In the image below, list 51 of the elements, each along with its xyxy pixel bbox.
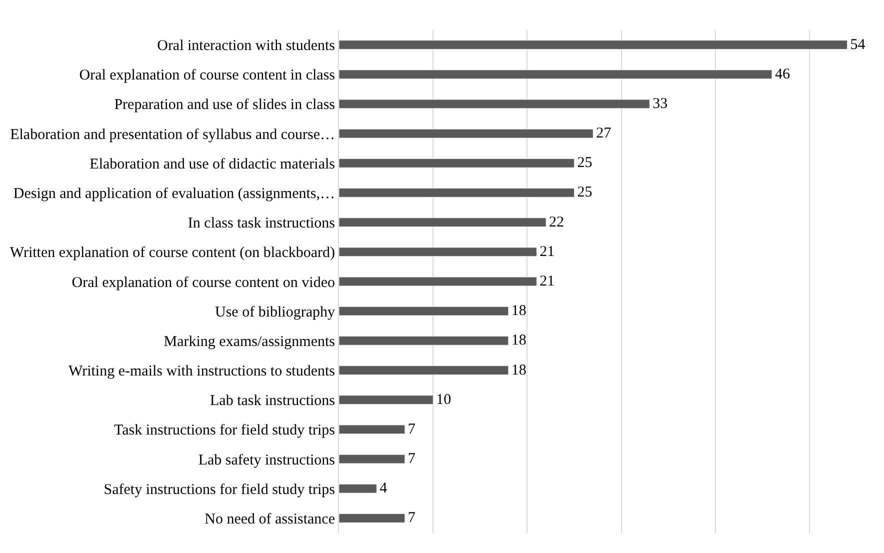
bar bbox=[339, 424, 406, 434]
bar bbox=[339, 366, 509, 375]
data-label: 7 bbox=[408, 421, 416, 438]
bar bbox=[339, 247, 537, 257]
data-label: 18 bbox=[511, 303, 526, 320]
data-label: 21 bbox=[540, 274, 555, 290]
y-tick-label: Lab task instructions bbox=[210, 393, 336, 410]
y-tick-label: Use of bibliography bbox=[215, 304, 336, 320]
data-label: 46 bbox=[774, 66, 790, 82]
data-label: 22 bbox=[549, 214, 564, 230]
y-tick-label: Marking exams/assignments bbox=[164, 334, 336, 350]
bar bbox=[339, 306, 509, 316]
data-label: 54 bbox=[850, 36, 866, 53]
bar bbox=[339, 336, 509, 346]
data-label: 4 bbox=[380, 480, 388, 497]
bar bbox=[339, 158, 575, 168]
data-label: 7 bbox=[408, 451, 416, 468]
bar bbox=[339, 514, 406, 523]
bar bbox=[339, 70, 772, 80]
bar bbox=[339, 99, 650, 109]
bar bbox=[339, 395, 434, 405]
y-tick-label: Preparation and use of slides in class bbox=[114, 97, 336, 114]
y-tick-label: Oral explanation of course content on video bbox=[72, 274, 335, 291]
data-label: 25 bbox=[577, 155, 592, 172]
data-label: 18 bbox=[511, 332, 526, 349]
bar bbox=[339, 484, 377, 494]
y-tick-label: Design and application of evaluation (assignments,… bbox=[13, 186, 335, 202]
data-label: 33 bbox=[652, 96, 668, 112]
bar bbox=[339, 218, 546, 228]
y-tick-label: Oral interaction with students bbox=[157, 38, 336, 54]
y-tick-label: Writing e-mails with instructions to students bbox=[68, 364, 336, 380]
y-tick-label: Safety instructions for field study trips bbox=[104, 482, 336, 498]
bar bbox=[339, 128, 594, 138]
bar bbox=[339, 454, 406, 464]
bar bbox=[339, 40, 848, 50]
y-tick-label: No need of assistance bbox=[204, 511, 336, 528]
bar bbox=[339, 276, 537, 286]
bar bbox=[339, 188, 575, 198]
data-label: 25 bbox=[577, 184, 592, 201]
y-tick-label: Written explanation of course content (on blackboard) bbox=[10, 245, 336, 262]
y-tick-label: Elaboration and presentation of syllabus and course… bbox=[10, 126, 335, 143]
y-tick-label: Oral explanation of course content in class bbox=[79, 68, 336, 84]
y-tick-label: Task instructions for field study trips bbox=[114, 422, 336, 439]
y-tick-label: Lab safety instructions bbox=[198, 452, 336, 468]
data-label: 10 bbox=[436, 392, 452, 408]
data-label: 21 bbox=[540, 244, 555, 260]
data-label: 27 bbox=[596, 126, 612, 142]
y-tick-label: In class task instructions bbox=[188, 216, 336, 232]
data-label: 18 bbox=[511, 362, 526, 378]
y-tick-label: Elaboration and use of didactic materials bbox=[90, 156, 336, 172]
data-label: 7 bbox=[408, 510, 416, 526]
